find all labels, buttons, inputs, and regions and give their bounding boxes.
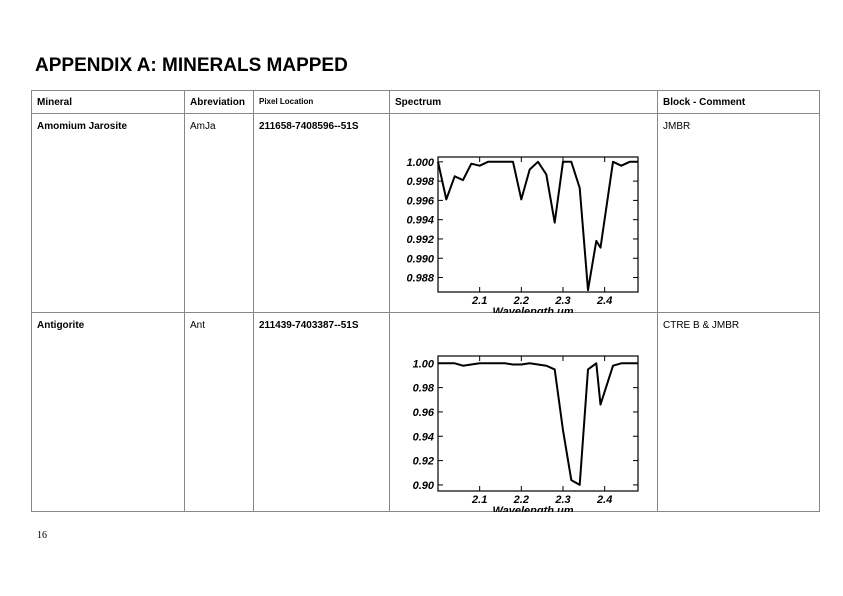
spectrum-line: [438, 362, 638, 486]
cell-spectrum: 1.000 0.998 0.996 0.994 0.992 0.990 0.988 2.1 2.…: [389, 113, 658, 313]
cell-mineral: Amomium Jarosite: [31, 113, 185, 313]
table-header-row: Mineral Abreviation Pixel Location Spect…: [31, 90, 820, 114]
header-mineral: Mineral: [31, 90, 185, 114]
x-tick-label: 2.1: [471, 494, 487, 506]
y-tick-label: 1.000: [406, 157, 434, 169]
cell-pixel-location: 211439-7403387--51S: [253, 312, 390, 512]
y-tick-label: 0.988: [406, 273, 434, 285]
y-tick-label: 0.996: [406, 195, 434, 207]
page-title: APPENDIX A: MINERALS MAPPED: [35, 55, 348, 76]
cell-abbreviation: Ant: [184, 312, 254, 512]
y-tick-label: 0.90: [413, 480, 435, 492]
header-pixel-location: Pixel Location: [253, 90, 390, 114]
cell-spectrum: 1.00 0.98 0.96 0.94 0.92 0.90 2.1 2.2 2.3 2.4 Wave…: [389, 312, 658, 512]
table-row: Antigorite Ant 211439-7403387--51S 1.00 0…: [31, 312, 820, 512]
y-tick-label: 0.990: [406, 253, 434, 265]
plot-frame: [437, 156, 639, 293]
x-tick-label: 2.4: [596, 494, 612, 506]
header-spectrum: Spectrum: [389, 90, 658, 114]
cell-comment: JMBR: [657, 113, 820, 313]
spectrum-line: [437, 160, 638, 292]
y-tick-label: 1.00: [413, 358, 435, 370]
x-tick-label: 2.4: [596, 295, 612, 307]
cell-pixel-location: 211658-7408596--51S: [253, 113, 390, 313]
cell-abbreviation: AmJa: [184, 113, 254, 313]
x-tick-label: 2.2: [513, 494, 529, 506]
y-tick-label: 0.96: [413, 407, 435, 419]
y-tick-label: 0.994: [406, 215, 434, 227]
x-tick-label: 2.3: [554, 295, 570, 307]
header-block-comment: Block - Comment: [657, 90, 820, 114]
spectrum-chart-amja: 1.000 0.998 0.996 0.994 0.992 0.990 0.988 2.1 2.…: [406, 156, 639, 313]
y-tick-label: 0.94: [413, 431, 434, 443]
x-tick-label: 2.2: [513, 295, 529, 307]
x-axis-label: Wavelength um: [492, 306, 573, 313]
cell-comment: CTRE B & JMBR: [657, 312, 820, 512]
header-abbreviation: Abreviation: [184, 90, 254, 114]
table-row: Amomium Jarosite AmJa 211658-7408596--51…: [31, 113, 820, 313]
x-tick-label: 2.3: [554, 494, 570, 506]
x-tick-label: 2.1: [471, 295, 487, 307]
y-tick-label: 0.98: [413, 383, 435, 395]
x-axis-label: Wavelength um: [492, 505, 573, 512]
cell-mineral: Antigorite: [31, 312, 185, 512]
plot-frame: [437, 355, 639, 492]
page-number: 16: [37, 530, 47, 541]
y-tick-label: 0.992: [406, 234, 434, 246]
y-tick-label: 0.998: [406, 176, 434, 188]
spectrum-chart-ant: 1.00 0.98 0.96 0.94 0.92 0.90 2.1 2.2 2.3 2.4 Wave…: [413, 355, 639, 512]
minerals-table: Mineral Abreviation Pixel Location Spect…: [31, 90, 820, 512]
y-tick-label: 0.92: [413, 456, 434, 468]
